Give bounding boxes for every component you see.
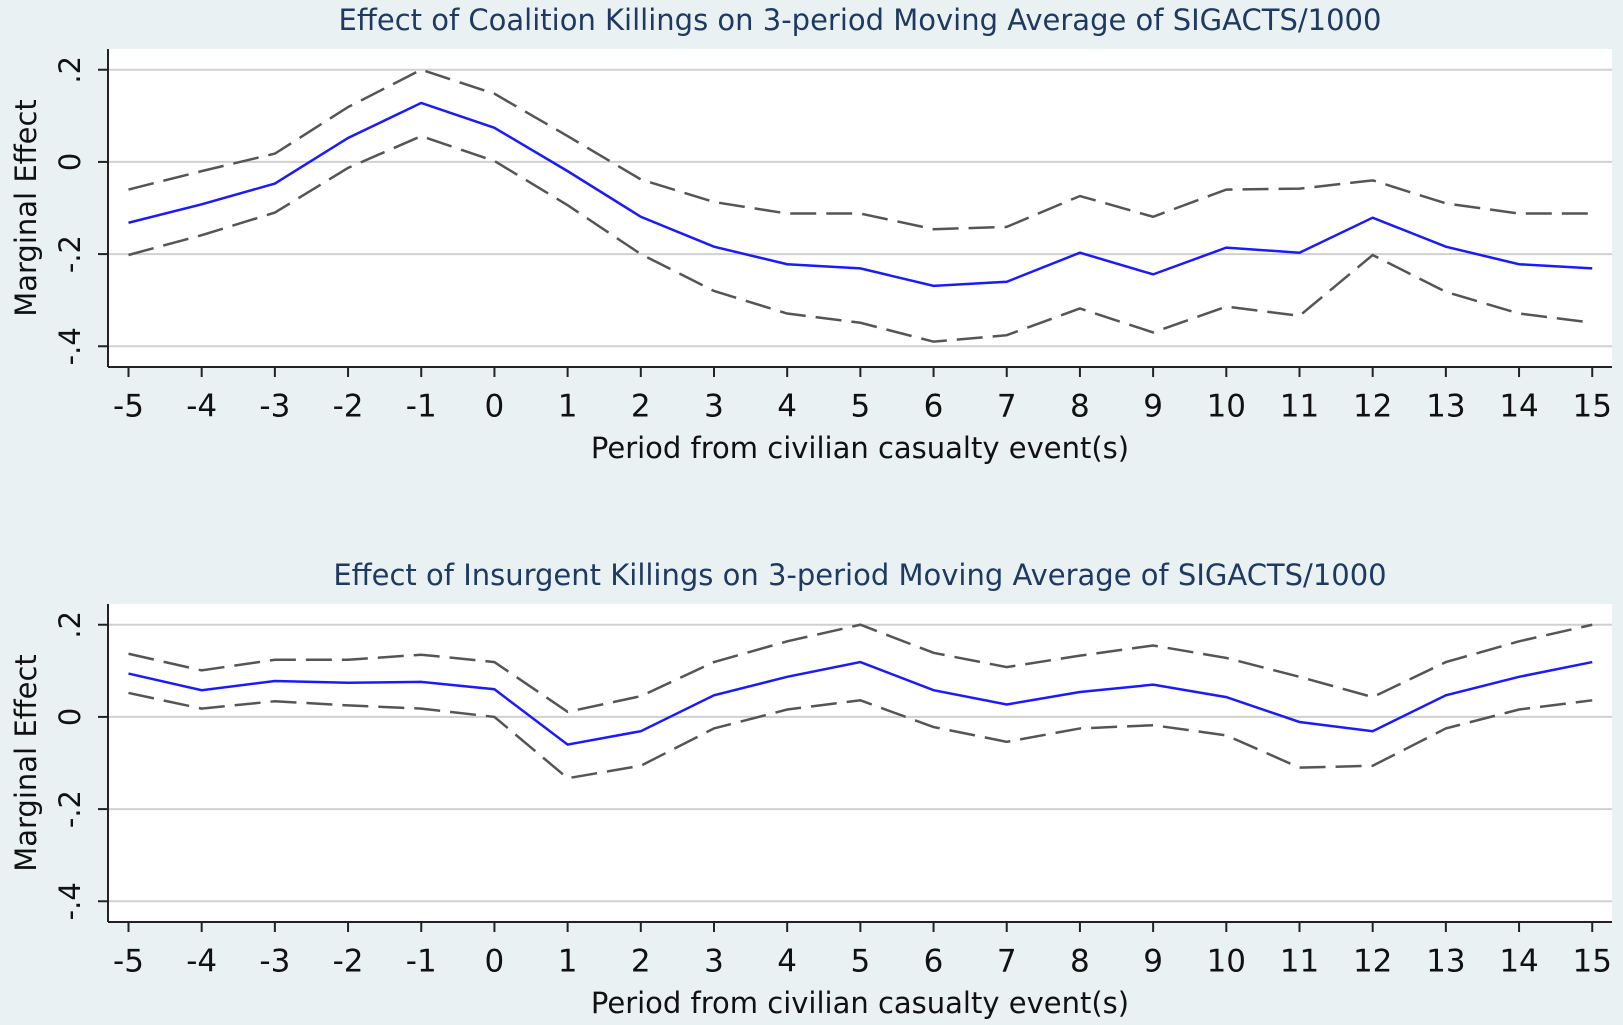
- confidence-line: [128, 691, 1593, 780]
- x-tick-label: 1: [558, 389, 578, 425]
- x-tick-label: 6: [924, 389, 944, 425]
- x-tick-label: 15: [1573, 944, 1612, 980]
- x-tick-label: 14: [1499, 389, 1538, 425]
- x-tick-label: -1: [406, 389, 437, 425]
- y-tick-label: -.2: [53, 790, 87, 828]
- y-tick-label: .2: [53, 611, 87, 639]
- x-tick-label: 10: [1207, 389, 1246, 425]
- x-tick-label: 3: [704, 389, 724, 425]
- x-tick-label: 4: [777, 944, 797, 980]
- x-tick-label: 2: [631, 944, 651, 980]
- x-axis-title: Period from civilian casualty event(s): [591, 431, 1129, 465]
- x-tick-label: -5: [113, 944, 144, 980]
- x-tick-label: 15: [1573, 389, 1612, 425]
- plot-area: [108, 604, 1612, 922]
- x-tick-label: 0: [485, 944, 505, 980]
- x-tick-label: 9: [1143, 389, 1163, 425]
- x-tick-label: 13: [1426, 944, 1465, 980]
- x-tick-label: 0: [485, 389, 505, 425]
- x-tick-label: 12: [1353, 389, 1392, 425]
- y-axis-title: Marginal Effect: [9, 654, 43, 872]
- x-tick-label: 11: [1280, 389, 1319, 425]
- y-tick-label: -.4: [53, 327, 87, 365]
- plot-area: [108, 49, 1612, 367]
- x-tick-label: 10: [1207, 944, 1246, 980]
- x-tick-label: 14: [1499, 944, 1538, 980]
- x-tick-label: 1: [558, 944, 578, 980]
- chart-title: Effect of Coalition Killings on 3-period…: [339, 3, 1382, 37]
- x-tick-label: -4: [186, 944, 217, 980]
- x-tick-label: 5: [850, 944, 870, 980]
- y-tick-label: .2: [53, 56, 87, 84]
- x-tick-label: 2: [631, 389, 651, 425]
- x-tick-label: 6: [924, 944, 944, 980]
- x-tick-label: -5: [113, 389, 144, 425]
- x-tick-label: 8: [1070, 944, 1090, 980]
- y-tick-label: 0: [53, 708, 87, 726]
- x-tick-label: 7: [997, 389, 1017, 425]
- x-tick-label: 4: [777, 389, 797, 425]
- x-tick-label: 3: [704, 944, 724, 980]
- x-tick-label: -3: [259, 389, 290, 425]
- y-axis-title: Marginal Effect: [9, 99, 43, 317]
- x-tick-label: 13: [1426, 389, 1465, 425]
- x-tick-label: 5: [850, 389, 870, 425]
- x-tick-label: -2: [333, 944, 364, 980]
- x-axis-title: Period from civilian casualty event(s): [591, 986, 1129, 1020]
- confidence-line: [128, 134, 1593, 343]
- estimate-line: [128, 101, 1593, 288]
- y-tick-label: -.4: [53, 882, 87, 920]
- x-tick-label: -1: [406, 944, 437, 980]
- estimate-line: [128, 660, 1593, 746]
- y-tick-label: 0: [53, 153, 87, 171]
- x-tick-label: -2: [333, 389, 364, 425]
- x-tick-label: 7: [997, 944, 1017, 980]
- confidence-line: [128, 68, 1593, 231]
- x-tick-label: 11: [1280, 944, 1319, 980]
- x-tick-label: 8: [1070, 389, 1090, 425]
- chart-title: Effect of Insurgent Killings on 3-period…: [333, 558, 1386, 592]
- x-tick-label: 12: [1353, 944, 1392, 980]
- x-tick-label: -3: [259, 944, 290, 980]
- confidence-line: [128, 623, 1593, 714]
- x-tick-label: -4: [186, 389, 217, 425]
- x-tick-label: 9: [1143, 944, 1163, 980]
- y-tick-label: -.2: [53, 235, 87, 273]
